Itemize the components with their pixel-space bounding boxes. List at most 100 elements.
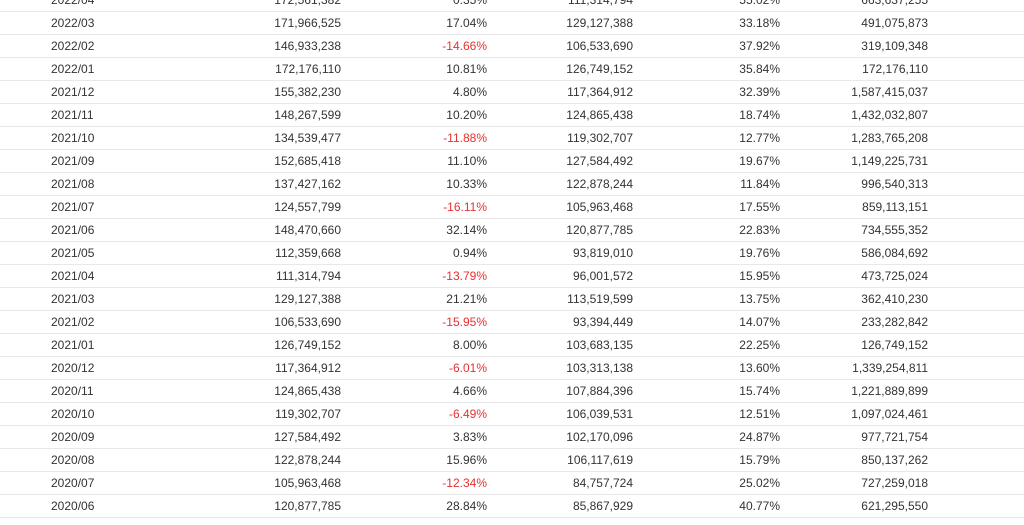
cell-revenue: 146,933,238 [201, 34, 341, 58]
cell-cumulative-yoy: 17.20% [928, 103, 1024, 127]
cell-revenue: 117,364,912 [201, 356, 341, 380]
cell-mom-change: 32.14% [341, 218, 487, 242]
cell-cumulative-yoy: 17.12% [928, 241, 1024, 265]
cell-revenue: 155,382,230 [201, 80, 341, 104]
cell-mom-change: -6.49% [341, 402, 487, 426]
cell-last-year-revenue: 122,878,244 [487, 172, 633, 196]
cell-yoy-change: 17.55% [633, 195, 780, 219]
table-row: 2022/01 172,176,110 10.81% 126,749,152 35.84… [0, 57, 1024, 81]
cell-cumulative-yoy: 26.40% [928, 379, 1024, 403]
cell-cumulative-revenue: 1,221,889,899 [780, 379, 928, 403]
cell-yoy-change: 35.84% [633, 57, 780, 81]
table-row: 2021/10 134,539,477 -11.88% 119,302,707 12.7… [0, 126, 1024, 150]
cell-last-year-revenue: 126,749,152 [487, 57, 633, 81]
cell-mom-change: -14.66% [341, 34, 487, 58]
cell-mom-change: -6.01% [341, 356, 487, 380]
cell-mom-change: -11.88% [341, 126, 487, 150]
cell-month: 2021/01 [0, 333, 201, 357]
cell-cumulative-yoy: 18.13% [928, 195, 1024, 219]
table-row: 2020/11 124,865,438 4.66% 107,884,396 15.74%… [0, 379, 1024, 403]
cell-mom-change: -12.34% [341, 471, 487, 495]
cell-yoy-change: 19.67% [633, 149, 780, 173]
cell-revenue: 129,127,388 [201, 287, 341, 311]
cell-cumulative-revenue: 491,075,873 [780, 11, 928, 35]
cell-yoy-change: 18.74% [633, 103, 780, 127]
cell-month: 2021/11 [0, 103, 201, 127]
cell-mom-change: 28.84% [341, 494, 487, 518]
cell-yoy-change: 15.95% [633, 264, 780, 288]
table-row: 2021/11 148,267,599 10.20% 124,865,438 18.74… [0, 103, 1024, 127]
cell-month: 2021/03 [0, 287, 201, 311]
cell-revenue: 148,470,660 [201, 218, 341, 242]
cell-cumulative-yoy: 25.17% [928, 356, 1024, 380]
cell-mom-change: 10.33% [341, 172, 487, 196]
cell-last-year-revenue: 129,127,388 [487, 11, 633, 35]
cell-mom-change: 3.83% [341, 425, 487, 449]
cell-last-year-revenue: 103,683,135 [487, 333, 633, 357]
cell-cumulative-revenue: 126,749,152 [780, 333, 928, 357]
cell-revenue: 105,963,468 [201, 471, 341, 495]
cell-revenue: 148,267,599 [201, 103, 341, 127]
cell-cumulative-revenue: 172,176,110 [780, 57, 928, 81]
cell-month: 2021/04 [0, 264, 201, 288]
cell-last-year-revenue: 106,117,619 [487, 448, 633, 472]
cell-cumulative-revenue: 859,113,151 [780, 195, 928, 219]
cell-last-year-revenue: 107,884,396 [487, 379, 633, 403]
cell-cumulative-yoy: 35.15% [928, 494, 1024, 518]
cell-cumulative-revenue: 1,097,024,461 [780, 402, 928, 426]
cell-month: 2020/07 [0, 471, 201, 495]
cell-mom-change: 0.35% [341, 0, 487, 12]
cell-mom-change: 21.21% [341, 287, 487, 311]
cell-cumulative-revenue: 1,339,254,811 [780, 356, 928, 380]
cell-last-year-revenue: 96,001,572 [487, 264, 633, 288]
cell-yoy-change: 25.02% [633, 471, 780, 495]
cell-month: 2022/03 [0, 11, 201, 35]
cell-cumulative-revenue: 977,721,754 [780, 425, 928, 449]
cell-yoy-change: 24.87% [633, 425, 780, 449]
cell-revenue: 134,539,477 [201, 126, 341, 150]
cell-yoy-change: 14.07% [633, 310, 780, 334]
cell-cumulative-revenue: 734,555,352 [780, 218, 928, 242]
cell-mom-change: 10.20% [341, 103, 487, 127]
cell-last-year-revenue: 111,314,794 [487, 0, 633, 12]
cell-cumulative-revenue: 233,282,842 [780, 310, 928, 334]
cell-cumulative-yoy: 35.50% [928, 11, 1024, 35]
cell-yoy-change: 22.25% [633, 333, 780, 357]
cell-cumulative-yoy: 18.37% [928, 310, 1024, 334]
cell-yoy-change: 13.60% [633, 356, 780, 380]
cell-last-year-revenue: 85,867,929 [487, 494, 633, 518]
cell-last-year-revenue: 120,877,785 [487, 218, 633, 242]
cell-yoy-change: 22.83% [633, 218, 780, 242]
cell-mom-change: 8.00% [341, 333, 487, 357]
cell-last-year-revenue: 103,313,138 [487, 356, 633, 380]
cell-cumulative-revenue: 319,109,348 [780, 34, 928, 58]
table-row: 2021/04 111,314,794 -13.79% 96,001,572 15.95… [0, 264, 1024, 288]
cell-cumulative-revenue: 727,259,018 [780, 471, 928, 495]
cell-last-year-revenue: 93,394,449 [487, 310, 633, 334]
cell-revenue: 124,865,438 [201, 379, 341, 403]
cell-cumulative-yoy: 17.02% [928, 126, 1024, 150]
cell-cumulative-yoy: 22.25% [928, 333, 1024, 357]
cell-cumulative-yoy: 17.54% [928, 149, 1024, 173]
cell-cumulative-revenue: 1,587,415,037 [780, 80, 928, 104]
cell-revenue: 137,427,162 [201, 172, 341, 196]
cell-month: 2022/01 [0, 57, 201, 81]
cell-month: 2021/12 [0, 80, 201, 104]
cell-yoy-change: 12.51% [633, 402, 780, 426]
cell-cumulative-yoy: 17.22% [928, 172, 1024, 196]
cell-cumulative-yoy: 29.89% [928, 425, 1024, 449]
cell-last-year-revenue: 113,519,599 [487, 287, 633, 311]
cell-cumulative-revenue: 1,283,765,208 [780, 126, 928, 150]
cell-revenue: 172,561,382 [201, 0, 341, 12]
table-row: 2022/04 172,561,382 0.35% 111,314,794 55.02%… [0, 0, 1024, 12]
cell-last-year-revenue: 106,039,531 [487, 402, 633, 426]
table-row: 2021/02 106,533,690 -15.95% 93,394,449 14.07… [0, 310, 1024, 334]
cell-last-year-revenue: 119,302,707 [487, 126, 633, 150]
table-row: 2022/03 171,966,525 17.04% 129,127,388 33.18… [0, 11, 1024, 35]
cell-month: 2020/06 [0, 494, 201, 518]
table-row: 2021/09 152,685,418 11.10% 127,584,492 19.67… [0, 149, 1024, 173]
cell-cumulative-yoy: 18.23% [928, 218, 1024, 242]
cell-yoy-change: 33.18% [633, 11, 780, 35]
